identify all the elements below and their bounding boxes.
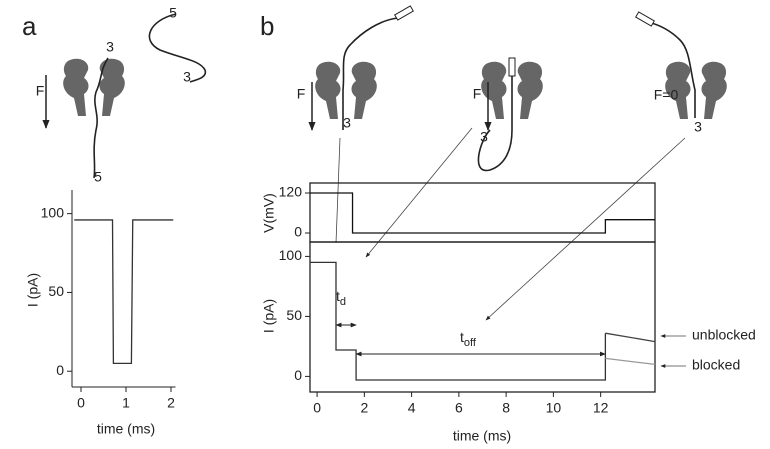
y-tick-label: 0 [294, 224, 302, 240]
plot-frame [309, 241, 656, 393]
x-tick-label: 4 [408, 400, 416, 416]
x-tick-label: 8 [502, 400, 510, 416]
y-tick-label: 0 [56, 362, 64, 378]
x-tick-label: 12 [593, 400, 609, 416]
annotation-subscript: d [340, 296, 346, 308]
annotation-subscript: off [464, 337, 477, 349]
y-tick-label: 50 [48, 283, 64, 299]
y-tick-label: 50 [286, 307, 302, 323]
y-tick-label: 100 [279, 247, 303, 263]
y-axis-label: I (pA) [261, 299, 277, 333]
trace [74, 219, 174, 365]
annotation: 3 [183, 69, 191, 85]
trace [605, 357, 656, 366]
x-tick-label: 2 [360, 400, 368, 416]
annotation: F [36, 83, 45, 99]
x-tick-label: 0 [313, 400, 321, 416]
annotation: 3 [106, 39, 114, 55]
legend-label: unblocked [692, 327, 756, 343]
annotation: F [297, 86, 306, 102]
annotation: F [473, 86, 482, 102]
annotation-main: t [336, 288, 340, 304]
trace [310, 261, 607, 381]
annotation-main: t [460, 329, 464, 345]
x-tick-label: 0 [77, 395, 85, 411]
panel-label: a [22, 11, 37, 41]
annotation: F=0 [654, 87, 679, 103]
annotation: 3 [343, 115, 351, 131]
annotation: toff [460, 329, 477, 349]
x-tick-label: 1 [122, 395, 130, 411]
y-tick-label: 100 [41, 204, 65, 220]
y-tick-label: 120 [279, 184, 303, 200]
annotation: 3 [694, 119, 702, 135]
y-tick-label: 0 [294, 367, 302, 383]
annotation: td [336, 288, 346, 308]
x-axis-label: time (ms) [97, 421, 155, 437]
x-axis-label: time (ms) [453, 428, 511, 444]
x-tick-label: 10 [546, 400, 562, 416]
legend-label: blocked [692, 357, 740, 373]
annotation: 5 [94, 169, 102, 185]
panel-label: b [260, 11, 274, 41]
trace [605, 332, 656, 343]
illustrations [42, 5, 727, 321]
annotation: 3 [480, 129, 488, 145]
y-axis-label: I (pA) [25, 273, 41, 307]
trace [310, 192, 655, 234]
y-axis-label: V(mV) [261, 193, 277, 233]
annotation: 5 [169, 5, 177, 21]
x-tick-label: 6 [455, 400, 463, 416]
x-tick-label: 2 [167, 395, 175, 411]
